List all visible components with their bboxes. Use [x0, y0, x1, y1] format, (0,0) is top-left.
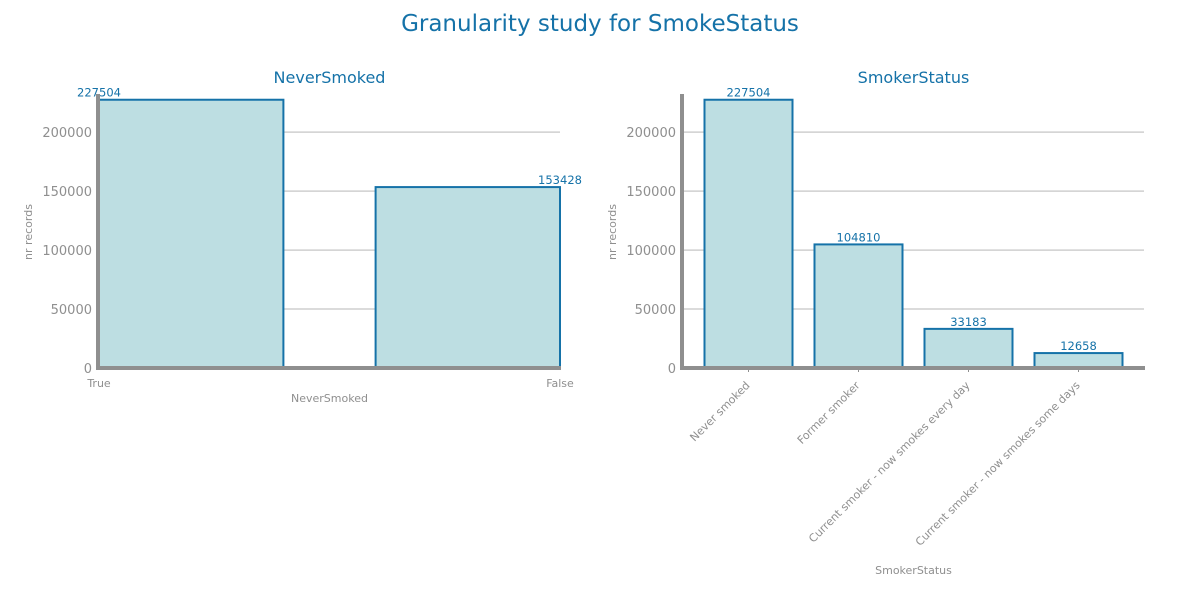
y-tick-label: 0 [668, 362, 676, 377]
y-tick-label: 100000 [626, 244, 676, 259]
x-tick-label: Former smoker [795, 379, 863, 447]
figure-title: Granularity study for SmokeStatus [401, 11, 799, 37]
y-tick-label: 150000 [42, 185, 92, 200]
y-tick-label: 200000 [626, 126, 676, 141]
subplot-neversmoked: NeverSmoked 0 50000 100000 150000 200000 nr re… [22, 68, 582, 405]
bar [703, 98, 794, 369]
y-tick-label: 0 [84, 362, 92, 377]
bar [374, 186, 561, 369]
x-tick-label: True [86, 377, 111, 390]
x-axis-label: NeverSmoked [291, 392, 368, 405]
bar-value-label: 12658 [1060, 339, 1097, 353]
bar-value-label: 153428 [538, 173, 582, 187]
subplot-title: NeverSmoked [274, 68, 386, 87]
x-tick-label: Never smoked [687, 379, 752, 444]
bar-value-label: 227504 [77, 86, 121, 100]
bar-value-label: 227504 [727, 86, 771, 100]
bar [1033, 352, 1124, 369]
x-tick-label: False [546, 377, 574, 390]
subplot-title: SmokerStatus [858, 68, 970, 87]
bar [813, 243, 904, 369]
y-axis-label: nr records [22, 204, 35, 260]
bar [98, 98, 285, 369]
y-axis-label: nr records [606, 204, 619, 260]
subplot-smokerstatus: SmokerStatus 0 50000 100000 150000 200000 nr r… [606, 68, 1145, 577]
y-tick-label: 50000 [51, 303, 92, 318]
y-tick-label: 200000 [42, 126, 92, 141]
x-axis-label: SmokerStatus [875, 564, 952, 577]
bar [923, 327, 1014, 369]
y-tick-label: 100000 [42, 244, 92, 259]
bar-value-label: 104810 [837, 230, 881, 244]
y-tick-label: 150000 [626, 185, 676, 200]
y-tick-label: 50000 [635, 303, 676, 318]
bar-value-label: 33183 [950, 315, 987, 329]
